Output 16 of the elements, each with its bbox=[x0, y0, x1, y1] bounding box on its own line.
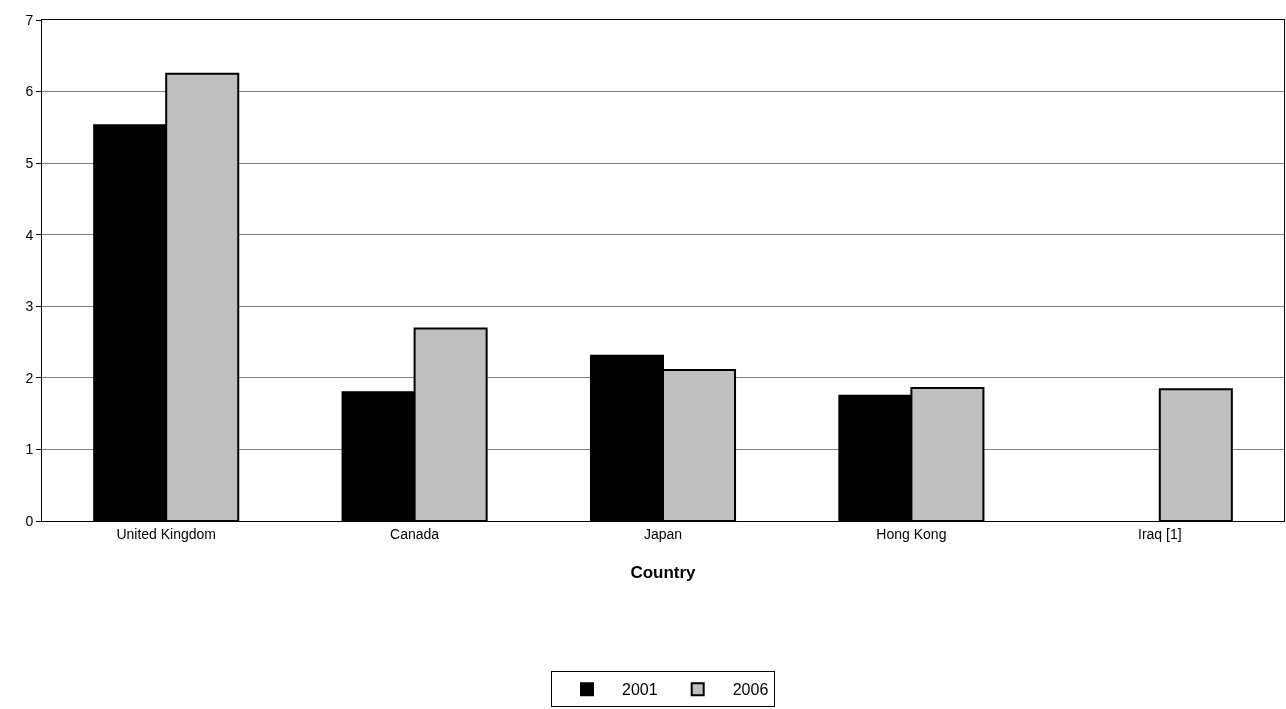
legend-label: 2001 bbox=[622, 681, 658, 699]
x-tick-label: Iraq [1] bbox=[1138, 525, 1182, 542]
y-tick-label: 0 bbox=[25, 512, 34, 529]
y-tick-label: 2 bbox=[25, 369, 34, 386]
y-tick-label: 4 bbox=[25, 226, 34, 243]
x-axis-title: Country bbox=[630, 563, 697, 583]
x-tick-label: United Kingdom bbox=[116, 525, 217, 542]
y-tick-label: 6 bbox=[25, 83, 34, 100]
legend-label: 2006 bbox=[732, 681, 769, 699]
y-tick-label: 5 bbox=[25, 155, 34, 172]
y-tick-label: 3 bbox=[25, 298, 34, 315]
x-tick-label: Canada bbox=[390, 525, 440, 542]
y-tick-label: 7 bbox=[25, 11, 34, 28]
x-tick-label: Japan bbox=[643, 525, 683, 542]
x-tick-label: Hong Kong bbox=[876, 525, 947, 542]
y-tick-label: 1 bbox=[25, 441, 34, 458]
